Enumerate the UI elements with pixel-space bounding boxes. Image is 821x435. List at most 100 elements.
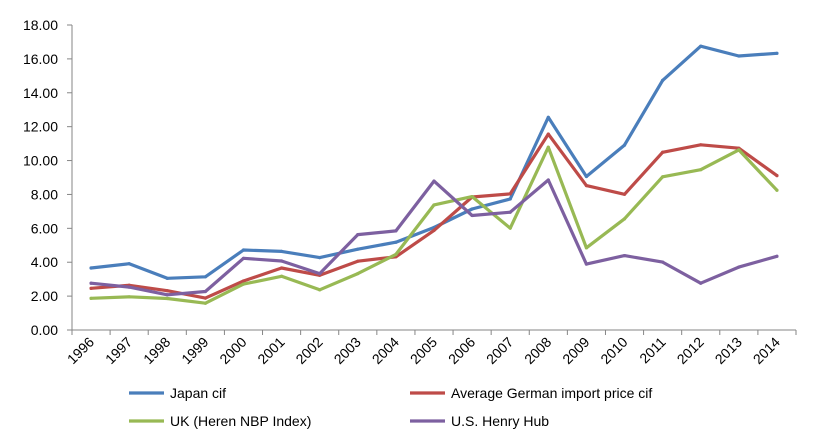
y-tick-label: 2.00	[31, 288, 58, 304]
y-tick-label: 8.00	[31, 186, 58, 202]
legend-label: Japan cif	[170, 385, 226, 401]
series-lines	[89, 44, 779, 305]
y-tick-label: 12.00	[23, 119, 58, 135]
data-point	[508, 226, 512, 230]
data-point	[241, 282, 246, 286]
data-point	[165, 289, 169, 293]
data-point	[546, 178, 550, 182]
data-point	[432, 179, 436, 183]
data-point	[622, 143, 627, 147]
x-tick-label: 1998	[140, 334, 173, 367]
data-point	[127, 285, 131, 289]
data-point	[394, 229, 398, 233]
data-point	[508, 197, 512, 201]
data-point	[737, 265, 741, 269]
data-point	[394, 252, 398, 257]
data-point	[356, 233, 360, 237]
series-line-2	[89, 145, 779, 305]
data-point	[775, 51, 779, 55]
data-point	[165, 293, 169, 297]
x-tick-label: 2009	[559, 334, 592, 367]
x-tick-label: 2002	[292, 334, 325, 367]
data-point	[699, 168, 703, 172]
data-point	[584, 184, 589, 188]
data-point	[737, 148, 741, 152]
data-point	[584, 262, 589, 266]
data-point	[661, 150, 665, 154]
data-point	[203, 296, 207, 300]
data-point	[279, 274, 284, 278]
legend-label: U.S. Henry Hub	[451, 413, 549, 429]
data-point	[89, 266, 93, 270]
data-point	[356, 271, 360, 276]
y-tick-label: 6.00	[31, 220, 58, 236]
x-tick-label: 2010	[597, 334, 630, 367]
data-point	[241, 248, 246, 252]
data-point	[699, 44, 703, 48]
data-point	[279, 259, 284, 263]
data-point	[470, 207, 474, 211]
data-point	[279, 266, 284, 270]
data-point	[356, 259, 360, 263]
data-point	[203, 301, 207, 305]
y-tick-label: 14.00	[23, 85, 58, 101]
legend: Japan cif Average German import price cif…	[129, 385, 652, 429]
data-point	[203, 275, 207, 279]
data-point	[546, 115, 550, 119]
data-point	[622, 217, 627, 221]
data-point	[432, 228, 436, 232]
data-point	[89, 281, 93, 285]
x-tick-label: 2000	[216, 334, 249, 367]
data-point	[241, 279, 246, 283]
data-point	[775, 174, 779, 178]
data-point	[356, 247, 360, 251]
data-point	[508, 210, 512, 214]
data-point	[546, 145, 550, 149]
x-tick-label: 2004	[369, 334, 402, 367]
x-tick-label: 1999	[178, 334, 211, 367]
x-tick-label: 2005	[407, 334, 440, 367]
data-point	[584, 246, 589, 250]
data-point	[318, 271, 322, 276]
data-point	[203, 289, 207, 294]
data-point	[241, 256, 246, 260]
data-point	[699, 143, 703, 147]
data-point	[279, 249, 284, 253]
data-point	[470, 213, 474, 218]
y-tick-label: 18.00	[23, 17, 58, 33]
data-point	[165, 276, 169, 280]
x-tick-label: 2001	[254, 334, 287, 367]
x-tick-label: 2014	[750, 334, 783, 367]
x-tick-label: 2008	[521, 334, 554, 367]
y-tick-label: 10.00	[23, 153, 58, 169]
x-tick-label: 2012	[674, 334, 707, 367]
series-line-0	[89, 44, 779, 280]
data-point	[127, 262, 131, 266]
x-tick-label: 1996	[64, 334, 97, 367]
y-tick-label: 16.00	[23, 51, 58, 67]
data-point	[546, 132, 550, 136]
data-point	[775, 254, 779, 258]
data-point	[470, 195, 474, 199]
data-point	[318, 288, 322, 292]
x-tick-label: 1997	[102, 334, 135, 367]
data-point	[622, 254, 627, 258]
x-tick-label: 2007	[483, 334, 516, 367]
y-axis: 0.00 2.00 4.00 6.00 8.00 10.00 12.00 14.00 16.00…	[23, 17, 73, 338]
legend-label: Average German import price cif	[451, 385, 652, 401]
legend-label: UK (Heren NBP Index)	[170, 413, 311, 429]
x-axis: 1996 1997 1998 1999 2000 2001 2002 2003 2004 2005…	[64, 329, 797, 367]
x-tick-label: 2003	[331, 334, 364, 367]
data-point	[661, 175, 665, 179]
data-point	[661, 260, 665, 264]
data-point	[432, 203, 436, 207]
y-tick-label: 0.00	[31, 322, 58, 338]
data-point	[89, 286, 93, 290]
y-tick-label: 4.00	[31, 254, 58, 270]
x-tick-label: 2006	[445, 334, 478, 367]
data-point	[622, 192, 627, 196]
data-point	[584, 174, 589, 179]
data-point	[318, 256, 322, 260]
data-point	[775, 188, 779, 192]
